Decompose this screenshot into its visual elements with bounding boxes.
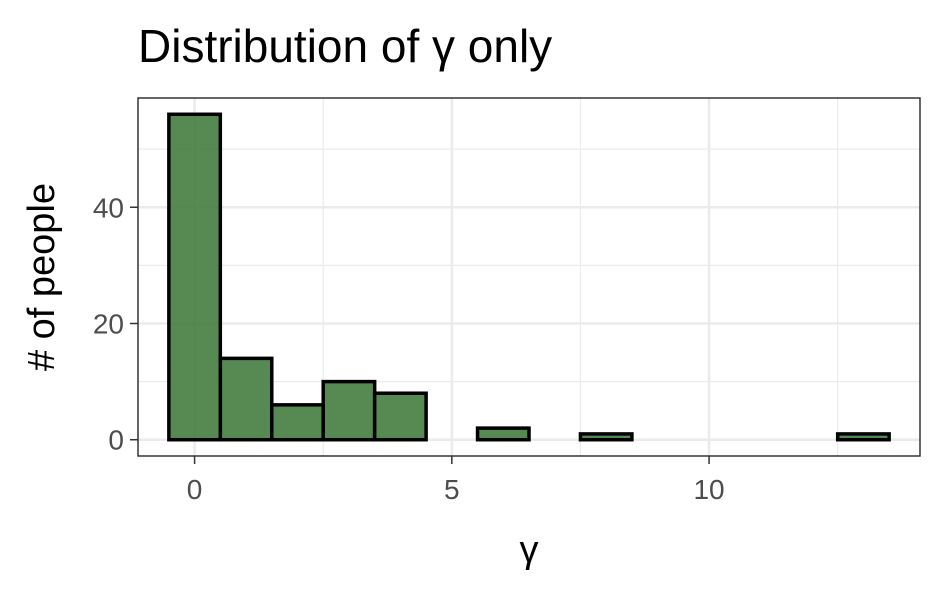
- y-axis-ticks: 0 20 40: [93, 192, 138, 456]
- histogram-bar-2: [270, 403, 325, 442]
- x-tick-label: 5: [444, 474, 460, 505]
- y-axis-title: # of people: [21, 183, 63, 371]
- histogram-bar-0: [167, 112, 223, 442]
- x-axis-ticks: 0 5 10: [187, 456, 725, 505]
- histogram-bar-8: [578, 432, 634, 442]
- x-axis-title: γ: [520, 529, 539, 571]
- x-tick-label: 10: [693, 474, 724, 505]
- y-tick-label: 20: [93, 308, 124, 339]
- histogram-bar-4: [372, 391, 428, 442]
- chart-title: Distribution of γ only: [138, 20, 552, 72]
- x-tick-label: 0: [187, 474, 203, 505]
- histogram-bar-3: [321, 379, 377, 442]
- histogram-bar-6: [475, 426, 531, 442]
- panel-border: [137, 97, 921, 457]
- y-tick-label: 40: [93, 192, 124, 223]
- histogram-bar-1: [218, 356, 274, 442]
- histogram-bar-13: [835, 432, 891, 442]
- y-tick-label: 0: [108, 425, 124, 456]
- histogram-bars: [167, 112, 891, 442]
